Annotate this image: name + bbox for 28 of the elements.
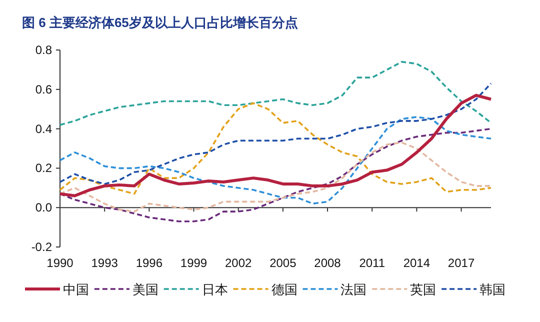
- y-tick-label: 0.2: [35, 161, 52, 176]
- legend-label: 韩国: [480, 282, 506, 297]
- line-series: [59, 60, 492, 126]
- x-tick-label: 2002: [224, 256, 252, 270]
- x-tick-label: 2017: [448, 256, 475, 270]
- x-tick-label: 2014: [403, 256, 430, 270]
- y-tick-label: 0.4: [35, 122, 52, 136]
- legend-label: 中国: [63, 282, 89, 297]
- legend-label: 法国: [340, 282, 367, 297]
- legend-label: 德国: [271, 282, 298, 297]
- line-series: [59, 116, 492, 205]
- x-tick-label: 2008: [314, 256, 342, 270]
- x-tick-label: 1993: [91, 256, 118, 270]
- y-tick-label: 0.6: [35, 82, 52, 96]
- x-tick-label: 1996: [136, 256, 163, 270]
- y-tick-label: 0.0: [35, 200, 52, 215]
- legend-label: 英国: [410, 282, 436, 297]
- chart-title: 图 6 主要经济体65岁及以上人口占比增长百分点: [22, 15, 298, 30]
- y-tick-label: -0.2: [31, 240, 52, 254]
- y-tick-label: 0.8: [35, 43, 52, 57]
- legend-label: 日本: [202, 282, 228, 297]
- x-tick-label: 1990: [46, 256, 74, 270]
- x-tick-label: 2005: [270, 256, 297, 270]
- legend-label: 美国: [132, 282, 158, 297]
- line-series: [59, 142, 492, 212]
- x-tick-label: 2011: [359, 256, 386, 270]
- x-tick-label: 1999: [180, 256, 208, 270]
- line-series: [59, 82, 492, 185]
